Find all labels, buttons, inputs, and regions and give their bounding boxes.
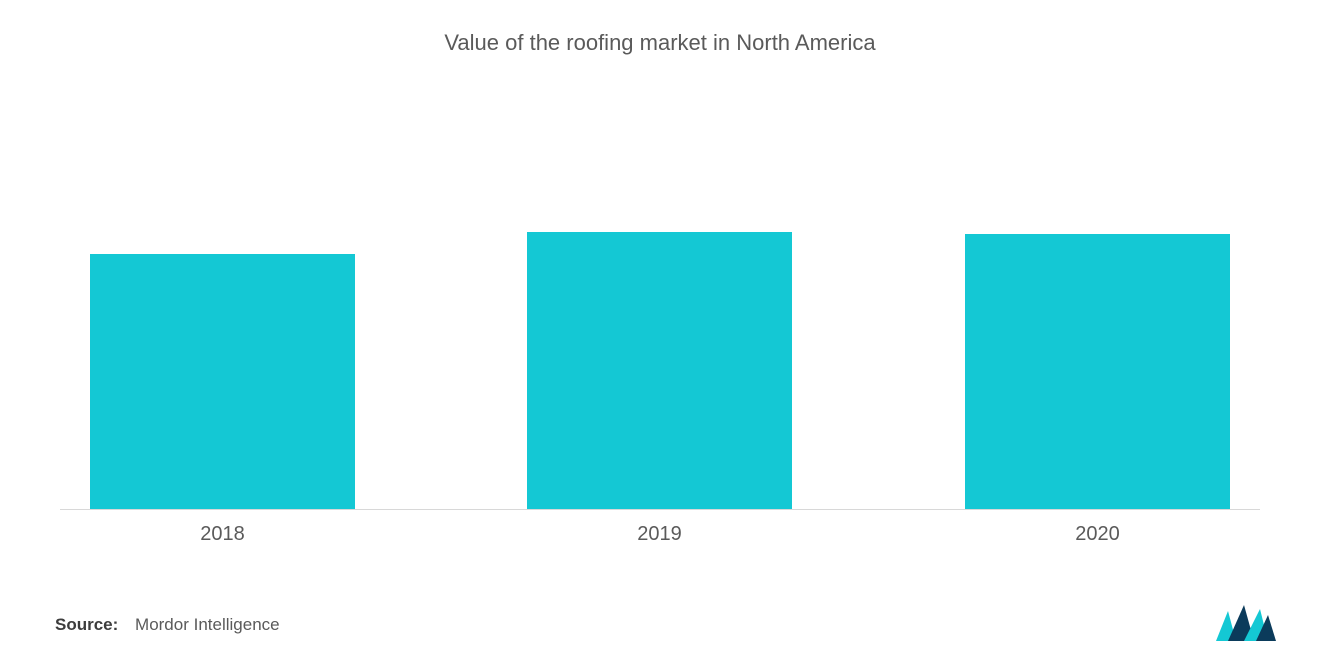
- bar-2018: [90, 254, 355, 509]
- chart-container: Value of the roofing market in North Ame…: [0, 0, 1320, 665]
- bar-2020: [965, 234, 1230, 509]
- source-label: Source:: [55, 615, 118, 634]
- bar-label-2020: 2020: [1075, 523, 1120, 546]
- bar-group-2019: 2019: [527, 232, 792, 509]
- bar-group-2018: 2018: [90, 254, 355, 509]
- chart-title: Value of the roofing market in North Ame…: [0, 30, 1320, 56]
- bar-2019: [527, 232, 792, 509]
- bar-group-2020: 2020: [965, 234, 1230, 509]
- source-value: Mordor Intelligence: [135, 615, 280, 634]
- mordor-logo-icon: [1214, 603, 1278, 643]
- bar-label-2018: 2018: [200, 523, 245, 546]
- source-line: Source: Mordor Intelligence: [55, 615, 280, 635]
- plot-area: 2018 2019 2020: [60, 90, 1260, 510]
- bar-label-2019: 2019: [637, 523, 682, 546]
